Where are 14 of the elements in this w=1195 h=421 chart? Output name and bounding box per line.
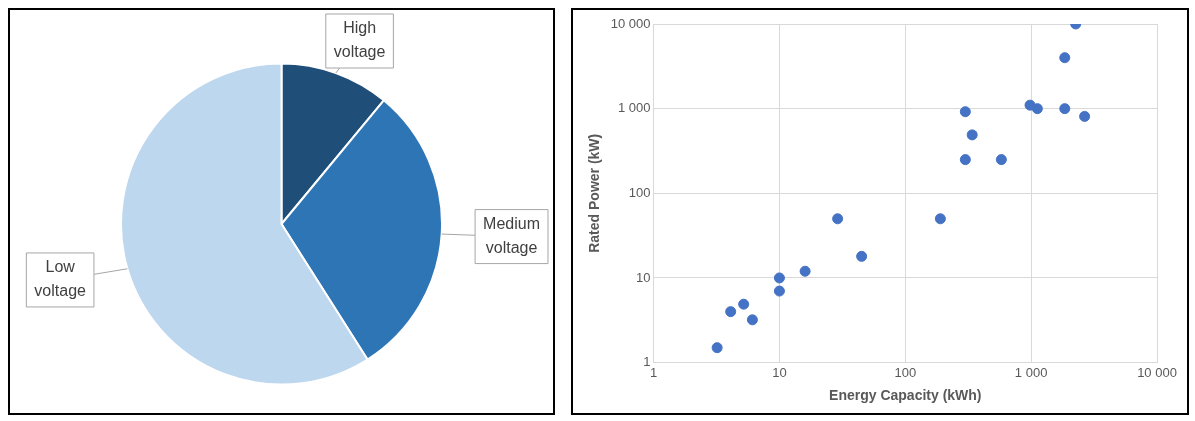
y-axis-title: Rated Power (kW): [586, 133, 603, 253]
x-tick-label: 100: [894, 364, 917, 380]
x-tick-label: 1 000: [1014, 364, 1048, 380]
x-tick-label: 10: [772, 364, 787, 380]
slice-label: High voltage: [333, 19, 386, 61]
x-axis-title: Energy Capacity (kWh): [829, 387, 982, 404]
y-tick-label: 1: [643, 354, 651, 370]
y-tick-label: 100: [628, 184, 651, 200]
slice-label: Low voltage: [34, 258, 87, 300]
slice-label: Medium voltage: [483, 215, 540, 256]
y-tick-label: 10 000: [610, 15, 651, 31]
y-tick-label: 10: [636, 269, 651, 285]
x-tick-label: 10 000: [1137, 364, 1177, 380]
y-tick-label: 1 000: [618, 100, 651, 116]
